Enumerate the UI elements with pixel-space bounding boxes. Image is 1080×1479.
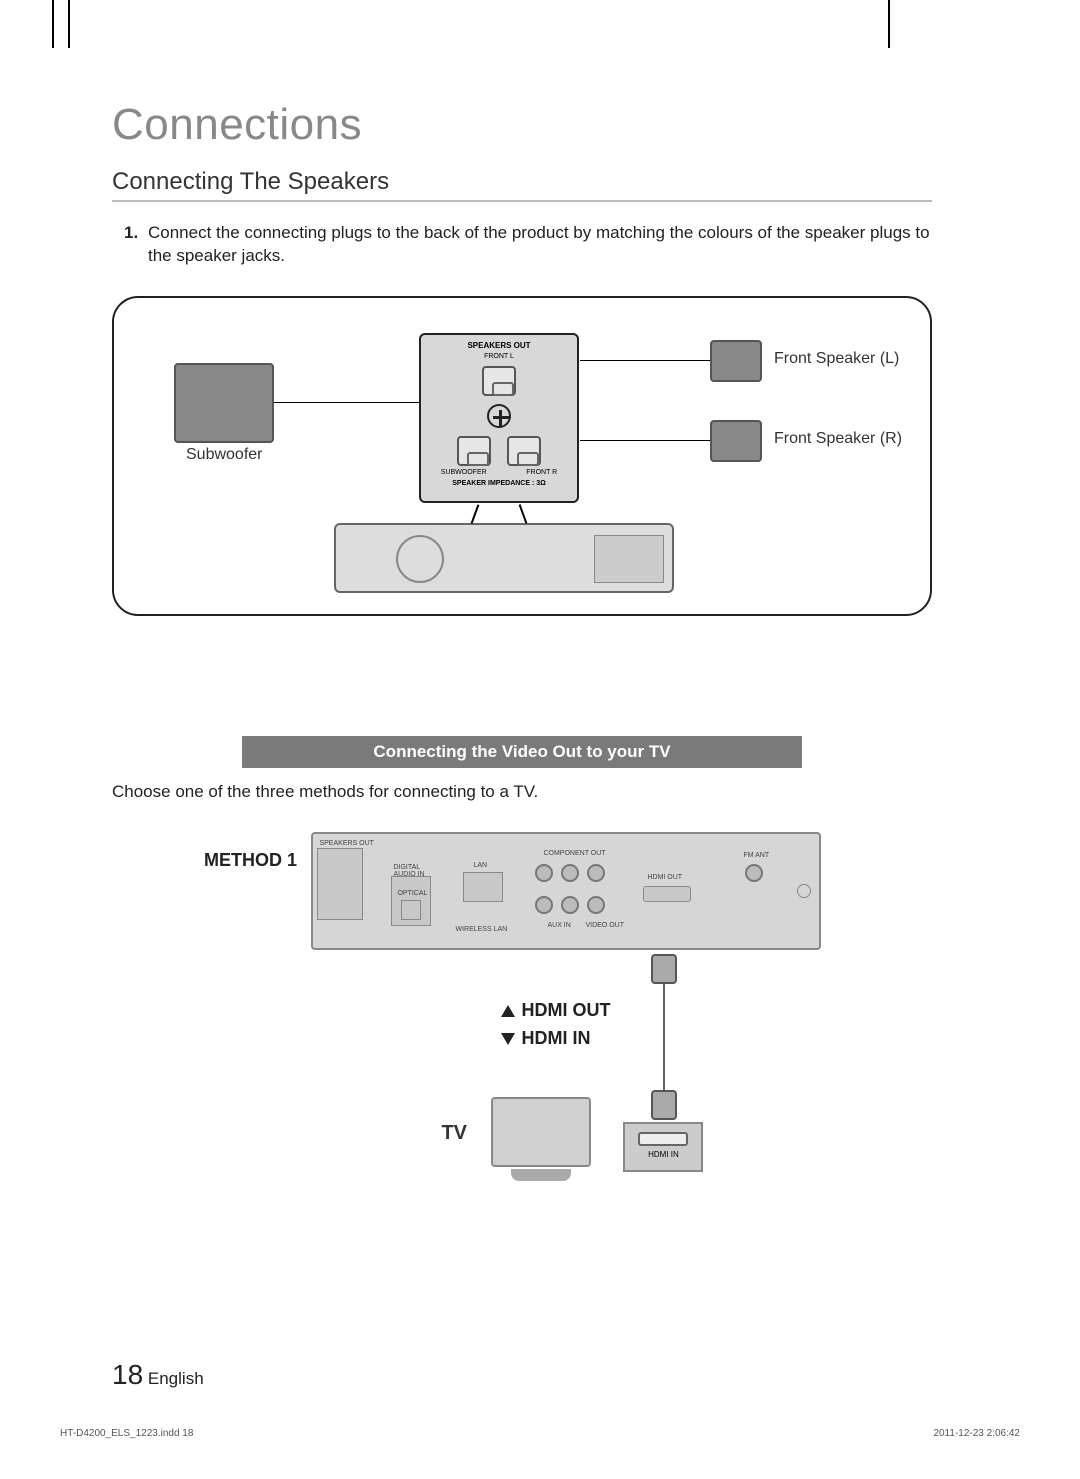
rear-unit: SPEAKERS OUT DIGITAL AUDIO IN OPTICAL LA…: [311, 832, 821, 950]
front-r-icon: [710, 420, 762, 462]
front-l-label: Front Speaker (L): [774, 350, 899, 368]
panel-row1-label: FRONT L: [421, 353, 577, 360]
rear-label: VIDEO OUT: [585, 922, 624, 929]
arrow-up-icon: [501, 1005, 515, 1017]
hdmi-in-port-label: HDMI IN: [625, 1150, 701, 1159]
instruction-text: Connect the connecting plugs to the back…: [148, 223, 930, 265]
plus-icon: [487, 404, 511, 428]
speaker-diagram: Subwoofer SPEAKERS OUT FRONT L SUBWOOFER…: [112, 296, 932, 616]
hdmi-diagram: SPEAKERS OUT DIGITAL AUDIO IN OPTICAL LA…: [311, 832, 831, 1192]
instruction-1: 1. Connect the connecting plugs to the b…: [112, 222, 932, 268]
lead-line: [580, 360, 710, 362]
rear-label: SPEAKERS OUT: [319, 840, 373, 847]
method-label: METHOD 1: [204, 850, 297, 871]
hdmi-cable: [663, 984, 665, 1090]
main-unit-icon: [334, 523, 674, 593]
speaker-out-panel: SPEAKERS OUT FRONT L SUBWOOFER FRONT R S…: [419, 333, 579, 503]
method-row: METHOD 1 SPEAKERS OUT DIGITAL AUDIO IN O…: [112, 832, 932, 1192]
chapter-title: Connections: [112, 100, 932, 150]
fan-icon: [396, 535, 444, 583]
page-content: Connections Connecting The Speakers 1. C…: [112, 100, 932, 1192]
hdmi-plug-top: [651, 954, 677, 984]
tv-label: TV: [441, 1122, 467, 1145]
hdmi-in-port: [638, 1132, 688, 1146]
lan-port: [463, 872, 503, 902]
panel-sub-label: SUBWOOFER: [441, 469, 487, 476]
hdmi-out-port: [643, 886, 691, 902]
jack-front-l: [482, 366, 516, 396]
hdmi-out-label: HDMI OUT: [501, 1000, 610, 1021]
rear-label: OPTICAL: [397, 890, 427, 897]
panel-title: SPEAKERS OUT: [421, 341, 577, 350]
rear-label: HDMI OUT: [647, 874, 682, 881]
screw-icon: [797, 884, 811, 898]
panel-frontr-label: FRONT R: [526, 469, 557, 476]
hdmi-in-box: HDMI IN: [623, 1122, 703, 1172]
panel-impedance: SPEAKER IMPEDANCE : 3Ω: [421, 480, 577, 487]
jack-subwoofer: [457, 436, 491, 466]
subwoofer-label: Subwoofer: [186, 446, 263, 464]
jack-front-r: [507, 436, 541, 466]
footer-file: HT-D4200_ELS_1223.indd 18: [60, 1428, 193, 1439]
page-number-value: 18: [112, 1359, 143, 1390]
hdmi-in-label: HDMI IN: [501, 1028, 590, 1049]
optical-port: [401, 900, 421, 920]
rear-speakers-block: [317, 848, 363, 920]
rear-label: DIGITAL AUDIO IN: [393, 864, 424, 878]
page-number: 18 English: [112, 1359, 204, 1391]
lead-line: [471, 504, 479, 523]
lead-line: [519, 504, 527, 523]
video-out-banner: Connecting the Video Out to your TV: [242, 736, 802, 768]
rear-label: FM ANT: [743, 852, 769, 859]
page-language: English: [148, 1369, 204, 1388]
rear-label: AUX IN: [547, 922, 570, 929]
section-title: Connecting The Speakers: [112, 168, 932, 202]
subwoofer-icon: [174, 363, 274, 443]
crop-marks: [0, 0, 1080, 60]
footer-timestamp: 2011-12-23 2:06:42: [933, 1428, 1020, 1439]
arrow-down-icon: [501, 1033, 515, 1045]
lead-line: [580, 440, 710, 442]
front-l-icon: [710, 340, 762, 382]
choose-text: Choose one of the three methods for conn…: [112, 782, 932, 802]
lead-line: [274, 402, 419, 404]
hdmi-plug-bottom: [651, 1090, 677, 1120]
instruction-number: 1.: [124, 222, 138, 245]
rear-label: WIRELESS LAN: [455, 926, 507, 933]
tv-stand: [511, 1169, 571, 1181]
back-ports: [594, 535, 664, 583]
front-r-label: Front Speaker (R): [774, 430, 902, 448]
rear-label: COMPONENT OUT: [543, 850, 605, 857]
rear-label: LAN: [473, 862, 487, 869]
tv-icon: [491, 1097, 591, 1167]
footer: HT-D4200_ELS_1223.indd 18 2011-12-23 2:0…: [60, 1428, 1020, 1439]
